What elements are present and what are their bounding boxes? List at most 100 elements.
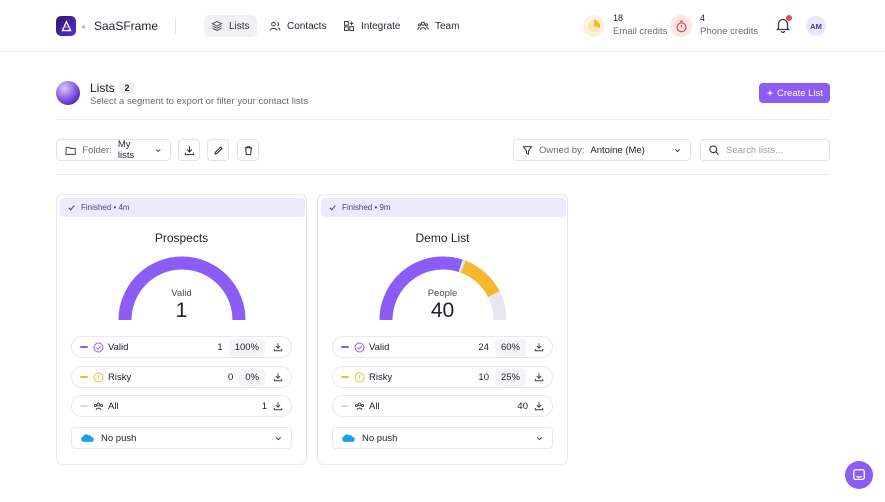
search-box[interactable]: [700, 139, 830, 161]
chat-launcher-button[interactable]: [845, 461, 873, 489]
row-count: 10: [478, 371, 489, 383]
download-icon[interactable]: [534, 342, 544, 352]
nav-item-label: Integrate: [361, 20, 401, 32]
page-title: Lists: [90, 81, 115, 95]
layers-icon: [211, 20, 223, 32]
folder-select[interactable]: Folder: My lists: [56, 139, 171, 161]
export-button[interactable]: [178, 139, 200, 161]
list-row-valid[interactable]: Valid 24 60%: [332, 336, 553, 358]
gauge-chart: [118, 256, 246, 321]
avatar[interactable]: AM: [806, 16, 826, 36]
row-label: Valid: [108, 341, 129, 353]
nav-item-team[interactable]: Team: [410, 15, 466, 37]
check-circle-icon: [354, 342, 365, 352]
owned-value: Antoine (Me): [590, 144, 645, 156]
nav-item-lists[interactable]: Lists: [204, 15, 257, 37]
list-row-risky[interactable]: Risky 10 25%: [332, 366, 553, 388]
users-icon: [269, 21, 281, 31]
status-badge: Finished • 9m: [321, 198, 566, 217]
team-icon: [354, 402, 365, 410]
pencil-icon: [213, 145, 223, 155]
crm-push-select[interactable]: No push: [332, 427, 553, 449]
team-icon: [93, 402, 104, 410]
nav-item-integrate[interactable]: Integrate: [336, 15, 407, 37]
row-count: 1: [261, 400, 267, 412]
team-icon: [417, 21, 429, 30]
push-label: No push: [101, 432, 137, 444]
download-icon[interactable]: [534, 401, 544, 411]
gauge-label: Valid: [171, 288, 192, 299]
edit-button[interactable]: [207, 139, 229, 161]
gauge-value: 1: [175, 299, 188, 322]
phone-credits-timer-icon: [670, 15, 692, 37]
valid-legend-swatch: [80, 346, 88, 348]
lists-count-badge: 2: [119, 82, 135, 94]
warning-circle-icon: [93, 372, 104, 382]
search-input[interactable]: [726, 144, 821, 156]
salesforce-cloud-icon: [81, 434, 94, 442]
divider: [56, 174, 830, 175]
delete-button[interactable]: [237, 139, 259, 161]
nav-item-contacts[interactable]: Contacts: [262, 15, 333, 37]
chevron-down-icon: [536, 436, 543, 440]
folder-prefix: Folder:: [82, 144, 112, 156]
chevron-down-icon: [674, 148, 681, 152]
notification-badge: [786, 15, 792, 21]
email-credits-pie-icon: [583, 15, 605, 37]
row-percent: 100%: [228, 338, 265, 356]
list-row-all[interactable]: All 1: [71, 395, 292, 417]
download-icon[interactable]: [273, 372, 283, 382]
gauge-value: 40: [430, 299, 455, 322]
workspace-switcher-icon[interactable]: ◂: [81, 22, 86, 31]
row-count: 0: [227, 371, 234, 383]
email-credits[interactable]: 18 Email credits: [583, 13, 667, 37]
search-icon: [709, 145, 719, 155]
create-list-label: Create List: [777, 87, 823, 99]
row-percent: 25%: [494, 368, 526, 386]
email-credits-label: Email credits: [613, 26, 668, 37]
check-icon: [68, 205, 75, 211]
risky-legend-swatch: [80, 376, 88, 378]
download-icon[interactable]: [534, 372, 544, 382]
gauge-valid-arc: [379, 256, 463, 321]
phone-credits-label: Phone credits: [700, 26, 759, 37]
email-credits-value: 18: [613, 13, 624, 23]
nav-item-label: Lists: [229, 20, 250, 32]
gauge-valid-arc: [118, 256, 246, 321]
row-count: 24: [478, 341, 489, 353]
row-count: 40: [517, 400, 528, 412]
integrate-icon: [344, 21, 354, 31]
list-title: Demo List: [415, 231, 470, 245]
row-percent: 60%: [494, 338, 526, 356]
all-legend-swatch: [80, 405, 88, 407]
create-list-button[interactable]: Create List: [759, 83, 830, 103]
list-card-prospects[interactable]: Finished • 4m Prospects Valid 1 Valid 1 …: [56, 194, 307, 465]
row-label: Risky: [108, 371, 132, 383]
phone-credits-value: 4: [700, 13, 706, 23]
all-legend-swatch: [341, 405, 349, 407]
row-count: 1: [217, 341, 223, 353]
list-title: Prospects: [154, 231, 209, 245]
list-row-all[interactable]: All 40: [332, 395, 553, 417]
check-circle-icon: [93, 342, 104, 352]
list-card-demo-list[interactable]: Finished • 9m Demo List People 40 Valid …: [317, 194, 568, 465]
owner-filter-select[interactable]: Owned by: Antoine (Me): [513, 139, 691, 161]
list-row-valid[interactable]: Valid 1 100%: [71, 336, 292, 358]
warning-circle-icon: [354, 372, 365, 382]
app-logo-icon[interactable]: [56, 16, 76, 36]
nav-item-label: Team: [435, 20, 460, 32]
gauge-label: People: [427, 288, 458, 299]
status-text: Finished • 9m: [342, 203, 391, 212]
row-label: All: [369, 400, 380, 412]
download-icon[interactable]: [273, 401, 283, 411]
download-icon[interactable]: [273, 342, 283, 352]
top-navigation-bar: ◂ SaaSFrame Lists Contacts Integrate Tea…: [0, 0, 885, 52]
chat-icon: [853, 469, 865, 481]
folder-value: My lists: [117, 139, 135, 161]
notification-bell-icon[interactable]: [775, 17, 791, 33]
list-row-risky[interactable]: Risky 0 0%: [71, 366, 292, 388]
phone-credits[interactable]: 4 Phone credits: [670, 13, 758, 37]
crm-push-select[interactable]: No push: [71, 427, 292, 449]
nav-divider: [175, 18, 176, 34]
divider: [56, 119, 830, 120]
